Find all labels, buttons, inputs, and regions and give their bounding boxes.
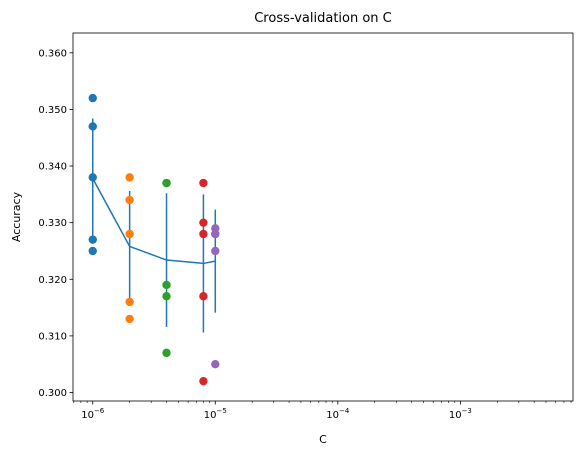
data-point-4 <box>211 246 220 256</box>
data-point-2 <box>162 280 171 290</box>
x-axis: 10−6 10−5 10−4 10−3 <box>73 401 572 421</box>
data-point-3 <box>199 218 208 227</box>
y-tick-label: 0.310 <box>38 331 67 342</box>
data-point-0 <box>88 246 97 256</box>
data-point-3 <box>199 178 208 188</box>
data-point-1 <box>125 173 134 182</box>
data-point-4 <box>211 229 220 239</box>
y-tick-label: 0.350 <box>38 105 67 116</box>
y-tick-label: 0.360 <box>38 48 67 59</box>
data-point-1 <box>125 297 134 307</box>
y-tick-label: 0.300 <box>38 388 67 399</box>
x-axis-label: C <box>319 433 327 446</box>
data-point-4 <box>211 360 220 369</box>
data-point-3 <box>199 229 208 239</box>
data-point-1 <box>125 314 134 324</box>
data-point-0 <box>88 93 97 103</box>
plot-area <box>88 93 220 386</box>
y-axis: 0.300 0.310 0.320 0.330 0.340 0.350 0.360 <box>38 48 73 399</box>
y-tick-label: 0.330 <box>38 218 67 229</box>
data-point-0 <box>88 235 97 244</box>
y-axis-label: Accuracy <box>10 191 23 242</box>
data-point-3 <box>199 376 208 386</box>
y-tick-label: 0.340 <box>38 162 67 173</box>
x-tick-label: 10−3 <box>449 407 472 421</box>
y-tick-label: 0.320 <box>38 275 67 286</box>
x-tick-label: 10−5 <box>204 407 227 421</box>
data-point-2 <box>162 178 171 188</box>
data-point-1 <box>125 195 134 205</box>
chart-title: Cross-validation on C <box>254 11 392 26</box>
axes-frame <box>72 32 574 402</box>
data-point-2 <box>162 292 171 301</box>
data-point-1 <box>125 229 134 239</box>
data-point-0 <box>88 122 97 131</box>
data-point-0 <box>88 173 97 182</box>
data-point-2 <box>162 348 171 358</box>
x-tick-label: 10−4 <box>326 407 350 421</box>
mean-accuracy-line <box>92 178 216 265</box>
x-tick-label: 10−6 <box>81 407 105 421</box>
data-point-3 <box>199 292 208 301</box>
